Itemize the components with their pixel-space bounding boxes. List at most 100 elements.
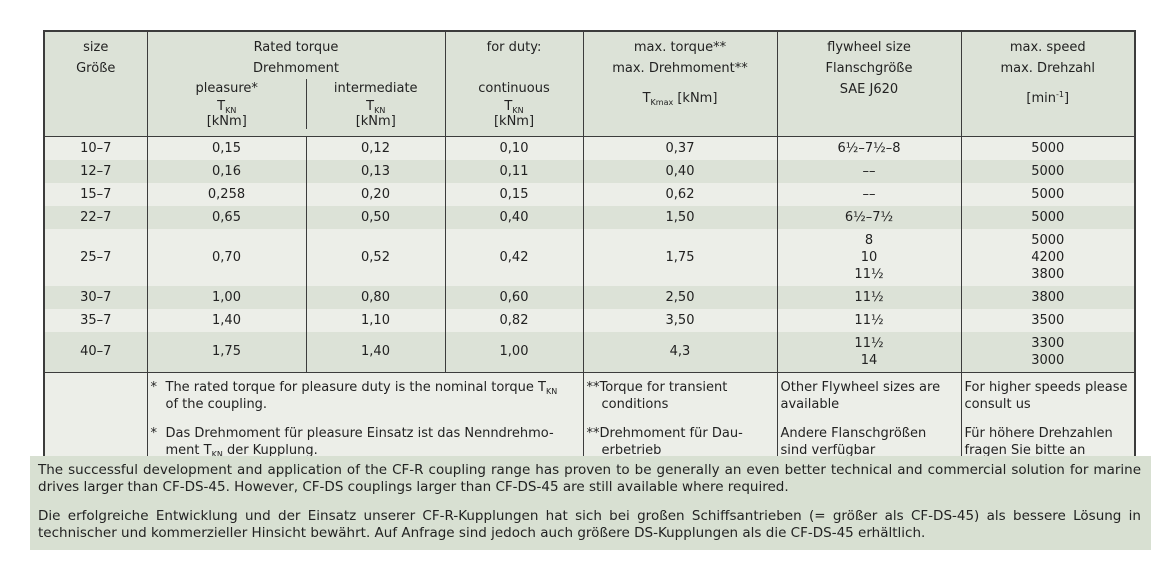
header-intermediate-symbol: TKN: [366, 99, 386, 115]
cell-flywheel: ––: [776, 159, 961, 183]
cell-size: 25–7: [44, 228, 147, 286]
cell-pleasure: 0,70: [146, 228, 306, 286]
cell-max-torque: 0,62: [582, 182, 777, 206]
table-row: 10–7 0,15 0,12 0,10 0,37 6½–7½–8 5000: [44, 136, 1135, 160]
header-pleasure: pleasure* TKN [kNm]: [148, 79, 306, 129]
footnote-transient-de: **Drehmoment für Dau- erbetrieb: [586, 425, 743, 458]
table-body: 10–7 0,15 0,12 0,10 0,37 6½–7½–8 5000 12…: [44, 136, 1135, 476]
cell-max-torque: 1,75: [582, 228, 777, 286]
note-paragraph-en: The successful development and applicati…: [38, 462, 1141, 495]
header-max-torque-en: max. torque**: [633, 40, 727, 55]
cell-speed: 3500: [960, 308, 1135, 332]
table-row: 30–7 1,00 0,80 0,60 2,50 11½ 3800: [44, 285, 1135, 309]
cell-pleasure: 1,40: [146, 308, 306, 332]
cell-continuous: 0,10: [444, 136, 583, 160]
header-max-torque-de: max. Drehmoment**: [612, 61, 748, 76]
cell-max-torque: 0,40: [582, 159, 777, 183]
cell-size: 30–7: [44, 285, 147, 309]
table-row: 25–7 0,70 0,52 0,42 1,75 8 10 11½ 5000 4…: [44, 228, 1135, 286]
header-pleasure-unit: [kNm]: [206, 114, 247, 129]
cell-continuous: 1,00: [444, 331, 583, 372]
cell-intermediate: 0,52: [305, 228, 445, 286]
cell-pleasure: 0,16: [146, 159, 306, 183]
header-size: size Größe: [44, 31, 147, 137]
header-size-en: size: [83, 40, 109, 55]
cell-flywheel: 11½: [776, 285, 961, 309]
coupling-spec-table: size Größe Rated torque Drehmoment pleas…: [43, 30, 1136, 477]
cell-continuous: 0,15: [444, 182, 583, 206]
header-continuous-label: continuous: [478, 81, 550, 96]
note-paragraph-de: Die erfolgreiche Entwicklung und der Ein…: [38, 508, 1141, 541]
table-row: 15–7 0,258 0,20 0,15 0,62 –– 5000: [44, 182, 1135, 206]
cell-speed: 5000: [960, 182, 1135, 206]
notes-block: The successful development and applicati…: [30, 456, 1151, 550]
cell-speed: 3300 3000: [960, 331, 1135, 372]
cell-continuous: 0,11: [444, 159, 583, 183]
header-flywheel: flywheel size Flanschgröße SAE J620: [776, 31, 961, 137]
table-row: 40–7 1,75 1,40 1,00 4,3 11½ 14 3300 3000: [44, 331, 1135, 372]
header-intermediate-label: intermediate: [333, 81, 418, 96]
cell-continuous: 0,42: [444, 228, 583, 286]
cell-size: 15–7: [44, 182, 147, 206]
cell-flywheel: 6½–7½: [776, 205, 961, 229]
footnote-flywheel-de: Andere Flanschgrößen sind verfügbar: [780, 425, 927, 458]
cell-speed: 5000: [960, 136, 1135, 160]
cell-pleasure: 0,15: [146, 136, 306, 160]
cell-flywheel: 8 10 11½: [776, 228, 961, 286]
header-rated-de: Drehmoment: [253, 61, 339, 76]
cell-continuous: 0,82: [444, 308, 583, 332]
table-header: size Größe Rated torque Drehmoment pleas…: [44, 31, 1135, 137]
cell-size: 40–7: [44, 331, 147, 372]
header-duty: for duty: continuous TKN [kNm]: [444, 31, 583, 137]
cell-continuous: 0,60: [444, 285, 583, 309]
cell-pleasure: 0,65: [146, 205, 306, 229]
header-size-de: Größe: [76, 61, 116, 76]
footnote-star-en: * The rated torque for pleasure duty is …: [150, 379, 558, 412]
cell-pleasure: 0,258: [146, 182, 306, 206]
cell-speed: 5000: [960, 205, 1135, 229]
cell-size: 12–7: [44, 159, 147, 183]
footnote-transient-en: **Torque for transient conditions: [586, 379, 728, 412]
cell-flywheel: 6½–7½–8: [776, 136, 961, 160]
cell-flywheel: 11½ 14: [776, 331, 961, 372]
cell-size: 10–7: [44, 136, 147, 160]
cell-speed: 3800: [960, 285, 1135, 309]
header-flywheel-en: flywheel size: [827, 40, 911, 55]
cell-max-torque: 1,50: [582, 205, 777, 229]
cell-size: 22–7: [44, 205, 147, 229]
cell-flywheel: 11½: [776, 308, 961, 332]
footnote-star-de: * Das Drehmoment für pleasure Einsatz is…: [150, 425, 554, 459]
table-row: 12–7 0,16 0,13 0,11 0,40 –– 5000: [44, 159, 1135, 183]
cell-flywheel: ––: [776, 182, 961, 206]
header-rated-en: Rated torque: [253, 40, 339, 55]
header-pleasure-symbol: TKN: [217, 99, 237, 115]
header-max-speed-unit: [min-1]: [1026, 90, 1070, 107]
header-max-speed-en: max. speed: [1009, 40, 1086, 55]
cell-continuous: 0,40: [444, 205, 583, 229]
header-rated-torque-group: Rated torque Drehmoment pleasure* TKN [k…: [146, 31, 445, 137]
footnote-speed-en: For higher speeds please consult us: [964, 379, 1128, 412]
cell-speed: 5000 4200 3800: [960, 228, 1135, 286]
cell-intermediate: 1,10: [305, 308, 445, 332]
cell-max-torque: 2,50: [582, 285, 777, 309]
cell-intermediate: 0,13: [305, 159, 445, 183]
cell-max-torque: 0,37: [582, 136, 777, 160]
cell-max-torque: 3,50: [582, 308, 777, 332]
cell-intermediate: 0,50: [305, 205, 445, 229]
header-flywheel-de: Flanschgröße: [825, 61, 913, 76]
cell-pleasure: 1,00: [146, 285, 306, 309]
cell-intermediate: 1,40: [305, 331, 445, 372]
table-row: 22–7 0,65 0,50 0,40 1,50 6½–7½ 5000: [44, 205, 1135, 229]
cell-intermediate: 0,80: [305, 285, 445, 309]
header-pleasure-label: pleasure*: [195, 81, 258, 96]
footnote-flywheel-en: Other Flywheel sizes are available: [780, 379, 941, 412]
footnote-speed-de: Für höhere Drehzahlen fragen Sie bitte a…: [964, 425, 1113, 458]
cell-intermediate: 0,12: [305, 136, 445, 160]
header-max-torque: max. torque** max. Drehmoment** TKmax [k…: [582, 31, 777, 137]
header-max-torque-symbol: TKmax [kNm]: [642, 91, 718, 107]
cell-speed: 5000: [960, 159, 1135, 183]
header-duty-label: for duty:: [486, 40, 542, 55]
cell-max-torque: 4,3: [582, 331, 777, 372]
header-continuous-symbol: TKN: [504, 99, 524, 115]
